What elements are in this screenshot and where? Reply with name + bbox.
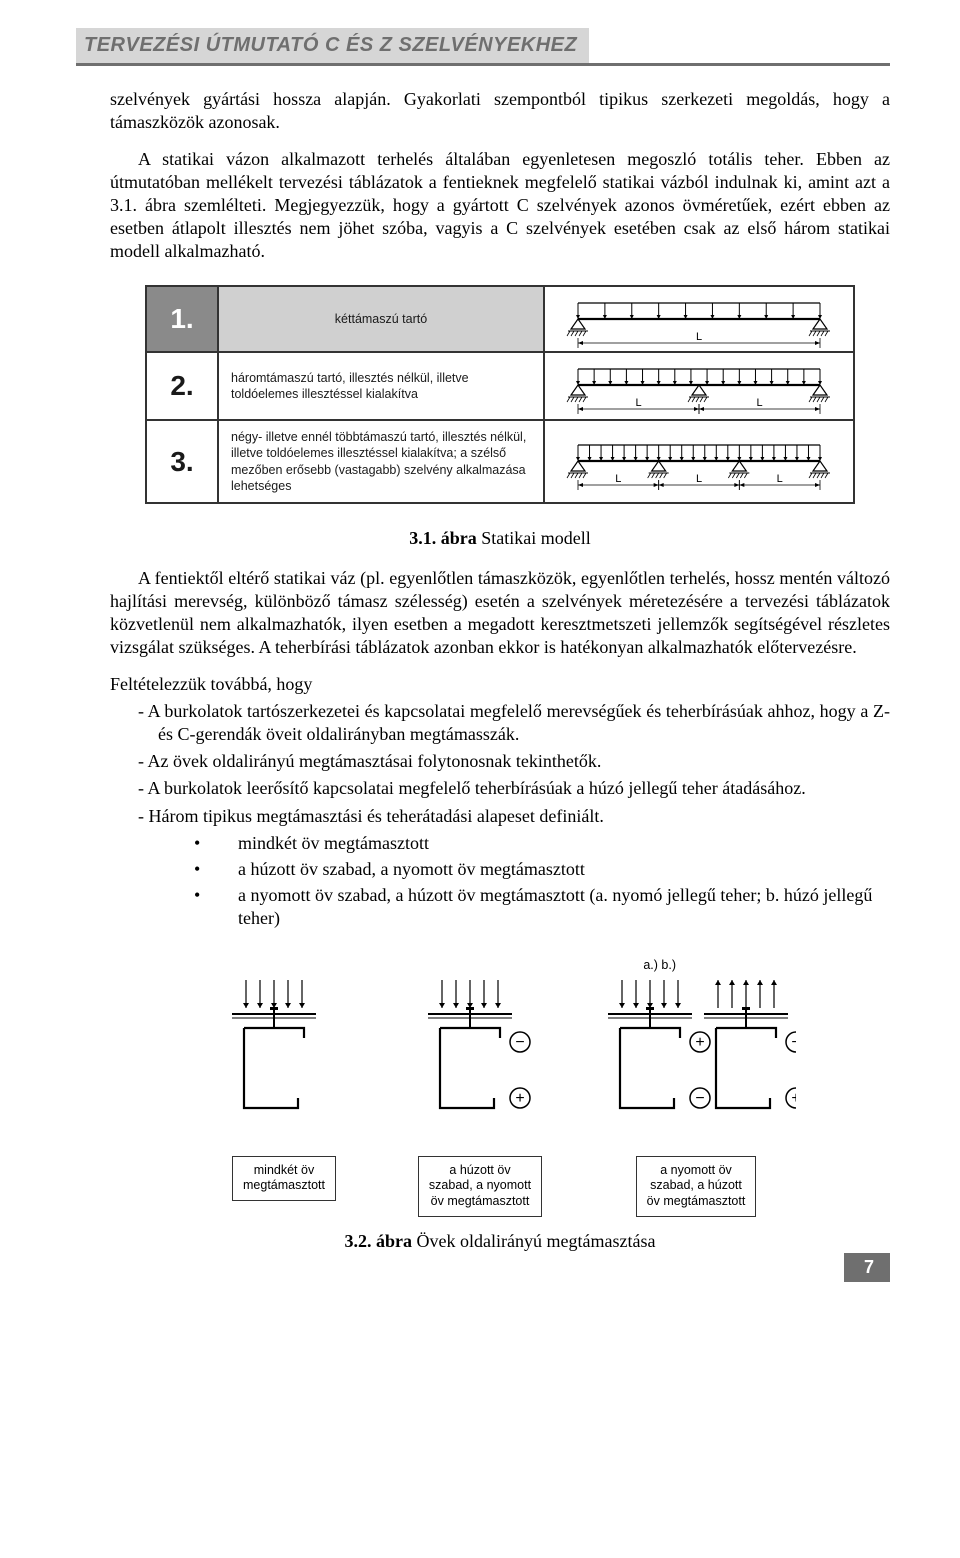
paragraph-1: szelvények gyártási hossza alapján. Gyak… <box>110 88 890 134</box>
figure-3-2-ab-labels: a.) b.) <box>316 958 684 972</box>
svg-text:−: − <box>695 1090 704 1107</box>
model-description: négy- illetve ennél többtámaszú tartó, i… <box>218 420 544 503</box>
figure-3-2-column: mindkét övmegtámasztott <box>204 976 364 1217</box>
figure-3-2-column: + − − + a nyomott övszabad, a húzottöv megtá… <box>596 976 796 1217</box>
list-item-bullet: mindkét öv megtámasztott <box>238 832 890 855</box>
list-item-dash: - A burkolatok leerősítő kapcsolatai meg… <box>158 777 890 800</box>
figure-3-2-column: − + a húzott övszabad, a nyomottöv megtáma… <box>400 976 560 1217</box>
svg-text:L: L <box>696 473 702 485</box>
list-item-bullet: a nyomott öv szabad, a húzott öv megtáma… <box>238 884 890 930</box>
list-item-dash: - Az övek oldalirányú megtámasztásai fol… <box>158 750 890 773</box>
figure-3-2-label: a húzott övszabad, a nyomottöv megtámasz… <box>418 1156 542 1217</box>
figure-3-1: 1.kéttámaszú tartó L 2.háromtámaszú tartó,… <box>110 285 890 504</box>
figure-3-2-label: a nyomott övszabad, a húzottöv megtámasz… <box>636 1156 757 1217</box>
list-item-dash: - A burkolatok tartószerkezetei és kapcs… <box>158 700 890 746</box>
svg-text:L: L <box>756 397 762 409</box>
svg-text:+: + <box>695 1034 704 1051</box>
model-number: 1. <box>146 286 218 352</box>
svg-text:L: L <box>615 473 621 485</box>
svg-text:−: − <box>515 1034 524 1051</box>
model-description: kéttámaszú tartó <box>218 286 544 352</box>
figure-3-2-caption: 3.2. ábra Övek oldalirányú megtámasztása <box>110 1231 890 1252</box>
paragraph-2: A statikai vázon alkalmazott terhelés ál… <box>110 148 890 263</box>
svg-text:L: L <box>635 397 641 409</box>
paragraph-4-intro: Feltételezzük továbbá, hogy <box>110 673 890 696</box>
svg-text:L: L <box>777 473 783 485</box>
figure-3-1-caption: 3.1. ábra Statikai modell <box>110 528 890 549</box>
model-diagram: LLL <box>544 420 854 503</box>
page-number: 7 <box>844 1253 890 1282</box>
page-header: TERVEZÉSI ÚTMUTATÓ C ÉS Z SZELVÉNYEKHEZ <box>76 28 589 63</box>
list-item-dash: - Három tipikus megtámasztási és teherát… <box>158 805 890 828</box>
model-number: 3. <box>146 420 218 503</box>
model-diagram: L <box>544 286 854 352</box>
header-rule <box>76 63 890 66</box>
svg-text:L: L <box>696 331 702 343</box>
svg-text:+: + <box>515 1090 524 1107</box>
figure-3-2-label: mindkét övmegtámasztott <box>232 1156 336 1201</box>
model-diagram: LL <box>544 352 854 420</box>
model-description: háromtámaszú tartó, illesztés nélkül, il… <box>218 352 544 420</box>
list-item-bullet: a húzott öv szabad, a nyomott öv megtáma… <box>238 858 890 881</box>
model-number: 2. <box>146 352 218 420</box>
figure-3-2: a.) b.) mindkét övmegtámasztott − + a húzot… <box>110 958 890 1217</box>
svg-text:+: + <box>791 1090 796 1107</box>
svg-text:−: − <box>791 1034 796 1051</box>
paragraph-3: A fentiektől eltérő statikai váz (pl. eg… <box>110 567 890 659</box>
